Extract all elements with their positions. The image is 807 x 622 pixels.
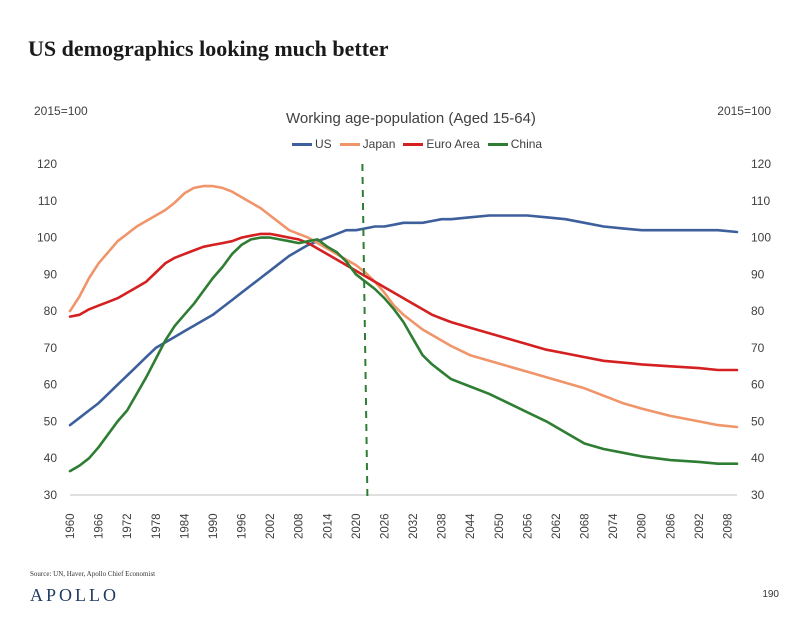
x-tick-label: 2044 xyxy=(465,513,477,539)
legend-label-japan: Japan xyxy=(362,137,396,151)
x-tick-label: 1978 xyxy=(151,513,163,539)
legend-item-china: China xyxy=(487,137,543,151)
x-tick-label: 1966 xyxy=(94,513,106,539)
x-tick-label: 2068 xyxy=(580,513,592,539)
y-tick-label-right: 70 xyxy=(751,341,765,355)
x-tick-label: 1990 xyxy=(208,513,220,539)
x-tick-label: 2014 xyxy=(322,513,334,539)
y-tick-label-right: 50 xyxy=(751,414,765,428)
legend-label-us: US xyxy=(315,137,332,151)
y-tick-label-right: 30 xyxy=(751,488,765,502)
x-tick-label: 2098 xyxy=(722,513,734,539)
x-tick-label: 2080 xyxy=(637,513,649,539)
y-tick-label-left: 120 xyxy=(37,157,57,171)
y-tick-label-right: 80 xyxy=(751,304,765,318)
legend-item-japan: Japan xyxy=(339,137,396,151)
x-tick-label: 2086 xyxy=(665,513,677,539)
left-axis-unit: 2015=100 xyxy=(34,104,88,118)
series-line-japan xyxy=(68,184,739,429)
x-tick-label: 2050 xyxy=(494,513,506,539)
chart-title: Working age-population (Aged 15-64) xyxy=(286,110,536,127)
legend-swatch-euro-area xyxy=(403,142,424,146)
y-tick-label-left: 60 xyxy=(44,378,58,392)
y-tick-label-right: 110 xyxy=(751,194,770,208)
series-line-china xyxy=(68,236,739,473)
y-tick-label-right: 60 xyxy=(751,378,765,392)
apollo-logo: APOLLO xyxy=(30,585,119,605)
series-line-euro-area xyxy=(68,232,739,372)
series-line-us xyxy=(68,214,739,427)
x-tick-label: 1960 xyxy=(65,513,77,539)
y-tick-label-left: 30 xyxy=(44,488,58,502)
x-tick-label: 1972 xyxy=(122,513,134,539)
legend-item-us: US xyxy=(292,137,332,151)
y-tick-label-left: 110 xyxy=(38,194,57,208)
right-axis-unit: 2015=100 xyxy=(717,104,771,118)
y-tick-label-left: 80 xyxy=(44,304,58,318)
y-tick-label-left: 40 xyxy=(44,451,58,465)
legend-swatch-us xyxy=(292,142,312,146)
legend-swatch-china xyxy=(487,142,508,146)
slide-title: US demographics looking much better xyxy=(28,36,389,61)
y-tick-label-right: 120 xyxy=(751,157,771,171)
y-tick-label-right: 100 xyxy=(751,231,771,245)
x-tick-label: 2062 xyxy=(551,513,563,539)
source-note: Source: UN, Haver, Apollo Chief Economis… xyxy=(30,570,156,578)
x-tick-label: 1984 xyxy=(179,513,191,539)
vertical-marker-line xyxy=(361,163,369,497)
x-tick-label: 2020 xyxy=(351,513,363,539)
x-tick-label: 2026 xyxy=(379,513,391,539)
legend-label-euro-area: Euro Area xyxy=(426,137,480,151)
x-tick-label: 2038 xyxy=(437,513,449,539)
x-tick-label: 2008 xyxy=(294,513,306,539)
x-tick-label: 2074 xyxy=(608,513,620,539)
x-tick-label: 2056 xyxy=(522,513,534,539)
chart-legend: US Japan Euro Area China xyxy=(292,137,542,151)
legend-label-china: China xyxy=(510,137,543,151)
legend-swatch-japan xyxy=(339,142,360,146)
page-number: 190 xyxy=(762,589,779,600)
x-tick-label: 2032 xyxy=(408,513,420,539)
y-tick-label-right: 90 xyxy=(751,267,765,281)
legend-item-euro-area: Euro Area xyxy=(403,137,480,151)
y-tick-label-left: 50 xyxy=(44,414,58,428)
x-tick-label: 2002 xyxy=(265,513,277,539)
y-tick-label-left: 70 xyxy=(44,341,58,355)
y-tick-label-left: 90 xyxy=(44,267,58,281)
y-tick-label-left: 100 xyxy=(37,231,57,245)
x-tick-label: 2092 xyxy=(694,513,706,539)
x-tick-label: 1996 xyxy=(237,513,249,539)
y-tick-label-right: 40 xyxy=(751,451,765,465)
